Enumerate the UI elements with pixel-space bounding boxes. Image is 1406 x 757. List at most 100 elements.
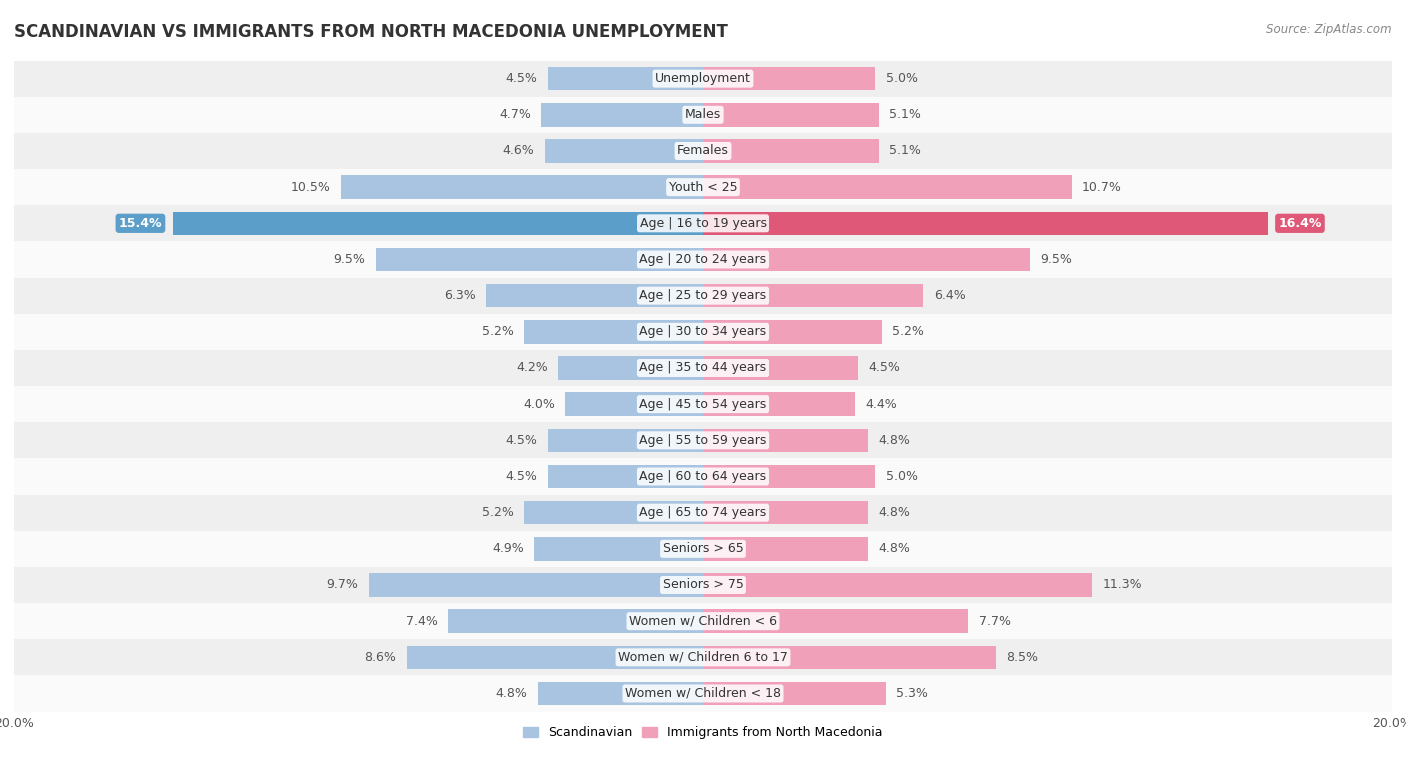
Text: 5.2%: 5.2%	[893, 326, 924, 338]
Bar	[703, 320, 882, 344]
Text: 5.0%: 5.0%	[886, 470, 918, 483]
Bar	[14, 567, 1392, 603]
Text: 4.9%: 4.9%	[492, 542, 524, 556]
Bar	[703, 139, 879, 163]
Text: Women w/ Children 6 to 17: Women w/ Children 6 to 17	[619, 651, 787, 664]
Bar	[375, 248, 703, 271]
Bar	[558, 357, 703, 380]
Bar	[541, 103, 703, 126]
Bar	[14, 386, 1392, 422]
Bar	[14, 97, 1392, 133]
Text: 4.6%: 4.6%	[502, 145, 534, 157]
Text: 9.5%: 9.5%	[333, 253, 366, 266]
Text: Unemployment: Unemployment	[655, 72, 751, 85]
Text: 5.2%: 5.2%	[482, 326, 513, 338]
Text: Women w/ Children < 18: Women w/ Children < 18	[626, 687, 780, 700]
Text: 6.3%: 6.3%	[444, 289, 475, 302]
Bar	[703, 248, 1031, 271]
Text: Age | 65 to 74 years: Age | 65 to 74 years	[640, 506, 766, 519]
Bar	[486, 284, 703, 307]
Text: 4.5%: 4.5%	[506, 470, 537, 483]
Text: Seniors > 75: Seniors > 75	[662, 578, 744, 591]
Bar	[14, 494, 1392, 531]
Bar	[14, 169, 1392, 205]
Text: 10.7%: 10.7%	[1083, 181, 1122, 194]
Text: Age | 45 to 54 years: Age | 45 to 54 years	[640, 397, 766, 410]
Bar	[703, 682, 886, 706]
Bar	[14, 278, 1392, 313]
Text: Seniors > 65: Seniors > 65	[662, 542, 744, 556]
Text: 9.5%: 9.5%	[1040, 253, 1073, 266]
Text: 4.8%: 4.8%	[879, 542, 911, 556]
Bar	[703, 609, 969, 633]
Bar	[14, 639, 1392, 675]
Text: 4.0%: 4.0%	[523, 397, 555, 410]
Bar	[703, 573, 1092, 597]
Text: Source: ZipAtlas.com: Source: ZipAtlas.com	[1267, 23, 1392, 36]
Bar	[14, 313, 1392, 350]
Text: 4.2%: 4.2%	[516, 362, 548, 375]
Bar	[14, 422, 1392, 459]
Text: 4.5%: 4.5%	[506, 434, 537, 447]
Text: 5.0%: 5.0%	[886, 72, 918, 85]
Text: 11.3%: 11.3%	[1102, 578, 1142, 591]
Bar	[524, 320, 703, 344]
Bar	[544, 139, 703, 163]
Bar	[703, 176, 1071, 199]
Bar	[565, 392, 703, 416]
Text: 4.5%: 4.5%	[506, 72, 537, 85]
Bar	[703, 537, 869, 561]
Bar	[14, 350, 1392, 386]
Text: 4.8%: 4.8%	[879, 434, 911, 447]
Text: Age | 16 to 19 years: Age | 16 to 19 years	[640, 217, 766, 230]
Bar	[14, 205, 1392, 241]
Bar	[14, 241, 1392, 278]
Text: Age | 55 to 59 years: Age | 55 to 59 years	[640, 434, 766, 447]
Bar	[342, 176, 703, 199]
Text: Males: Males	[685, 108, 721, 121]
Bar	[14, 675, 1392, 712]
Bar	[548, 67, 703, 90]
Bar	[14, 531, 1392, 567]
Bar	[703, 646, 995, 669]
Bar	[703, 501, 869, 525]
Bar	[703, 392, 855, 416]
Text: 6.4%: 6.4%	[934, 289, 966, 302]
Text: 7.7%: 7.7%	[979, 615, 1011, 628]
Bar	[14, 61, 1392, 97]
Bar	[173, 211, 703, 235]
Text: SCANDINAVIAN VS IMMIGRANTS FROM NORTH MACEDONIA UNEMPLOYMENT: SCANDINAVIAN VS IMMIGRANTS FROM NORTH MA…	[14, 23, 728, 41]
Text: 4.4%: 4.4%	[865, 397, 897, 410]
Bar	[703, 428, 869, 452]
Bar	[703, 103, 879, 126]
Bar	[14, 133, 1392, 169]
Text: Females: Females	[678, 145, 728, 157]
Bar	[524, 501, 703, 525]
Text: 4.5%: 4.5%	[869, 362, 900, 375]
Text: 5.2%: 5.2%	[482, 506, 513, 519]
Text: 4.7%: 4.7%	[499, 108, 531, 121]
Text: 10.5%: 10.5%	[291, 181, 330, 194]
Bar	[703, 357, 858, 380]
Text: Women w/ Children < 6: Women w/ Children < 6	[628, 615, 778, 628]
Text: 4.8%: 4.8%	[495, 687, 527, 700]
Text: 7.4%: 7.4%	[406, 615, 437, 628]
Text: Youth < 25: Youth < 25	[669, 181, 737, 194]
Bar	[548, 428, 703, 452]
Text: 15.4%: 15.4%	[118, 217, 162, 230]
Bar	[703, 284, 924, 307]
Text: Age | 20 to 24 years: Age | 20 to 24 years	[640, 253, 766, 266]
Text: 8.6%: 8.6%	[364, 651, 396, 664]
Bar	[537, 682, 703, 706]
Text: Age | 30 to 34 years: Age | 30 to 34 years	[640, 326, 766, 338]
Text: 9.7%: 9.7%	[326, 578, 359, 591]
Text: 8.5%: 8.5%	[1007, 651, 1038, 664]
Bar	[703, 465, 875, 488]
Text: 16.4%: 16.4%	[1278, 217, 1322, 230]
Bar	[703, 211, 1268, 235]
Bar	[449, 609, 703, 633]
Text: 5.1%: 5.1%	[889, 145, 921, 157]
Legend: Scandinavian, Immigrants from North Macedonia: Scandinavian, Immigrants from North Mace…	[519, 721, 887, 744]
Text: 5.3%: 5.3%	[896, 687, 928, 700]
Bar	[703, 67, 875, 90]
